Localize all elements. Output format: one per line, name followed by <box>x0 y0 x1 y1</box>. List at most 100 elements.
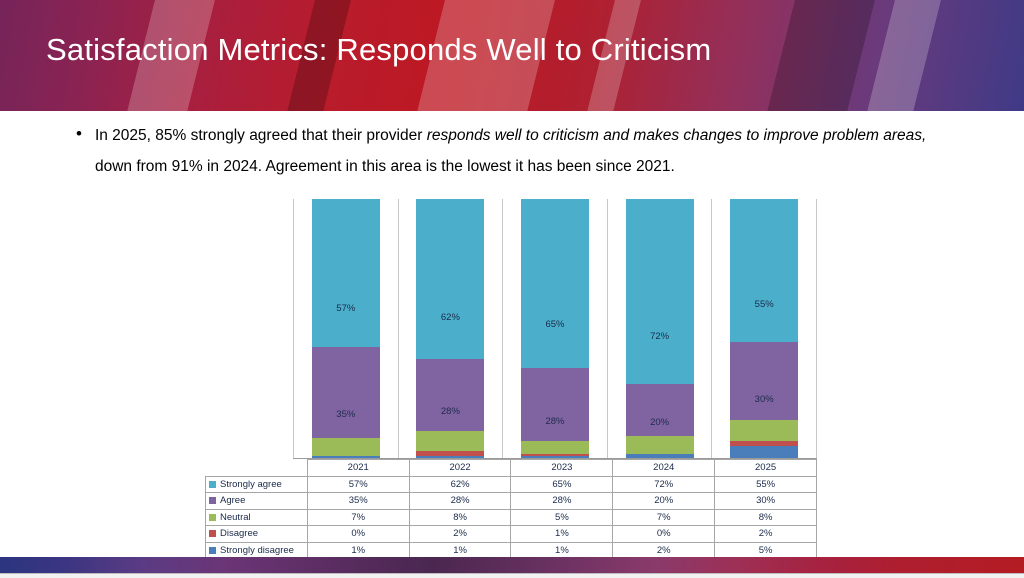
table-cell: 0% <box>306 525 410 543</box>
bullet-marker: • <box>76 124 82 143</box>
footer-banner <box>0 557 1024 574</box>
legend-item: Agree <box>205 492 308 510</box>
stacked-bar[interactable]: 57% 35% <box>311 199 380 459</box>
bar-segment[interactable] <box>416 430 485 452</box>
table-header-row: 2021 2022 2023 2024 2025 <box>206 459 817 477</box>
table-cell: 28% <box>510 492 614 510</box>
bullet-paragraph: • In 2025, 85% strongly agreed that thei… <box>76 120 956 182</box>
table-row: Strongly agree 57% 62% 65% 72% 55% <box>205 475 817 494</box>
table-cell: 57% <box>306 475 410 494</box>
bar-segment[interactable]: 65% <box>520 199 589 369</box>
table-cell: 7% <box>306 508 410 527</box>
table-cell: 0% <box>612 525 716 543</box>
bar-segment[interactable]: 28% <box>416 358 485 431</box>
table-cell: 62% <box>408 475 512 494</box>
stacked-bar[interactable]: 62% 28% <box>416 199 485 459</box>
stacked-bar[interactable]: 72% 20% <box>625 198 694 459</box>
bar-segment[interactable] <box>416 456 485 459</box>
bar-segment[interactable]: 55% <box>730 199 799 343</box>
table-cell: 8% <box>408 508 512 527</box>
bar-segment-label: 35% <box>336 409 356 421</box>
bar-segment[interactable] <box>311 456 380 459</box>
bar-segment[interactable] <box>730 446 799 459</box>
bar-segment-label: 28% <box>440 406 460 418</box>
bar-segment-label: 57% <box>336 303 356 315</box>
bar-segment[interactable] <box>520 440 589 454</box>
table-row: Strongly disagree 1% 1% 1% 2% 5% <box>205 541 817 560</box>
table-cell: 65% <box>510 475 614 494</box>
bar-segment[interactable]: 28% <box>520 368 589 441</box>
table-cell: 1% <box>510 525 614 543</box>
table-cell: 8% <box>714 508 817 527</box>
table-cell: 2% <box>714 525 817 543</box>
chart-category-2023: 65% 28% <box>503 199 608 459</box>
table-row: Neutral 7% 8% 5% 7% 8% <box>205 508 817 527</box>
table-body: Strongly agree 57% 62% 65% 72% 55% Agree 35% 28%… <box>205 475 817 560</box>
bar-segment-label: 20% <box>650 416 670 428</box>
stacked-bar-chart: 57% 35% 62% 28% 65% 28% 72% 20% 55% 30% <box>293 198 817 459</box>
table-column-header-2024: 2024 <box>612 459 716 477</box>
table-column-header-2021: 2021 <box>306 459 410 477</box>
bar-segment[interactable]: 20% <box>625 384 694 436</box>
legend-label: Disagree <box>220 528 259 540</box>
bar-segment[interactable]: 72% <box>625 198 694 385</box>
page-title: Satisfaction Metrics: Responds Well to C… <box>46 32 712 67</box>
bullet-text: In 2025, 85% strongly agreed that their … <box>95 120 956 182</box>
table-cell: 35% <box>306 492 410 510</box>
legend-item: Strongly agree <box>205 475 308 494</box>
legend-swatch-icon <box>209 497 216 505</box>
bar-segment[interactable] <box>625 435 694 454</box>
bullet-text-part1: In 2025, 85% strongly agreed that their … <box>94 127 427 144</box>
title-banner <box>0 0 1024 111</box>
table-cell: 2% <box>408 525 512 543</box>
chart-category-2025: 55% 30% <box>712 199 817 459</box>
legend-swatch-icon <box>209 513 216 521</box>
legend-swatch-icon <box>209 546 216 554</box>
stacked-bar[interactable]: 65% 28% <box>520 199 589 459</box>
stacked-bar[interactable]: 55% 30% <box>730 199 799 459</box>
bar-segment[interactable] <box>416 451 485 457</box>
legend-swatch-icon <box>209 480 216 488</box>
table-column-header-2023: 2023 <box>510 459 614 477</box>
bar-segment[interactable]: 35% <box>311 347 380 439</box>
bar-segment[interactable] <box>520 453 589 457</box>
bar-segment[interactable]: 57% <box>311 199 380 348</box>
legend-label: Strongly agree <box>220 478 282 490</box>
bar-segment[interactable] <box>520 456 589 459</box>
bar-segment[interactable] <box>311 438 380 457</box>
bar-segment-label: 30% <box>754 394 774 406</box>
bullet-text-emphasis: responds well to criticism and makes cha… <box>426 127 927 144</box>
table-cell: 7% <box>612 508 716 527</box>
chart-category-2021: 57% 35% <box>293 199 399 459</box>
chart-plot-area: 57% 35% 62% 28% 65% 28% 72% 20% 55% 30% <box>293 198 817 459</box>
bar-segment-label: 72% <box>650 330 670 342</box>
bar-segment[interactable] <box>730 420 799 441</box>
chart-baseline <box>293 458 817 459</box>
table-cell: 30% <box>714 492 817 510</box>
bullet-text-part2: down from 91% in 2024. Agreement in this… <box>94 158 675 175</box>
banner-streak <box>757 0 883 111</box>
table-cell: 5% <box>510 508 614 527</box>
table-cell: 20% <box>612 492 716 510</box>
table-row: Agree 35% 28% 28% 20% 30% <box>205 492 817 510</box>
legend-item: Disagree <box>205 525 308 543</box>
legend-label: Neutral <box>220 511 251 523</box>
bar-segment[interactable] <box>625 453 694 459</box>
table-corner-cell <box>206 460 308 477</box>
legend-label: Agree <box>220 495 246 507</box>
bar-segment-label: 62% <box>440 311 460 323</box>
bar-segment-label: 55% <box>754 299 774 311</box>
banner-streak <box>857 0 949 111</box>
bar-segment[interactable]: 30% <box>730 342 799 421</box>
legend-swatch-icon <box>209 530 216 538</box>
table-row: Disagree 0% 2% 1% 0% 2% <box>205 525 817 543</box>
table-column-header-2025: 2025 <box>714 459 817 477</box>
bar-segment[interactable] <box>730 440 799 446</box>
bar-segment[interactable]: 62% <box>416 199 485 359</box>
legend-label: Strongly disagree <box>220 544 294 556</box>
table-column-header-2022: 2022 <box>408 459 512 477</box>
data-table: 2021 2022 2023 2024 2025 Strongly agree 57% 62… <box>205 459 817 560</box>
footer-rule <box>0 573 1024 578</box>
chart-category-2022: 62% 28% <box>399 199 504 459</box>
